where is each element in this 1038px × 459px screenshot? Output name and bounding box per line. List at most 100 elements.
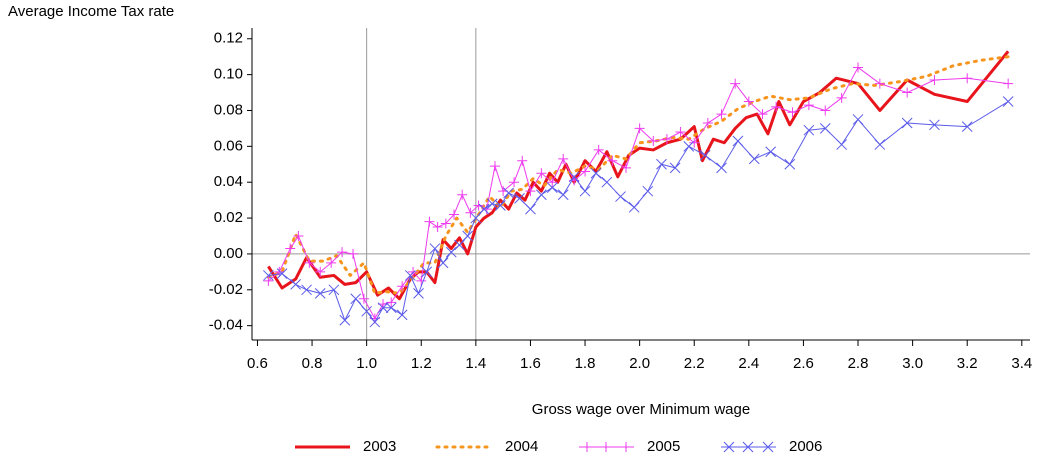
marker bbox=[748, 153, 760, 165]
y-tick-label: 0.08 bbox=[214, 101, 243, 118]
x-tick-label: 1.0 bbox=[356, 355, 377, 372]
marker bbox=[568, 171, 580, 183]
series-line bbox=[268, 66, 1009, 319]
marker bbox=[328, 284, 340, 296]
marker bbox=[432, 222, 443, 233]
series-line bbox=[268, 101, 1009, 323]
marker bbox=[557, 189, 569, 201]
marker bbox=[765, 146, 777, 158]
marker bbox=[408, 266, 419, 277]
x-tick-label: 2.0 bbox=[629, 355, 650, 372]
marker bbox=[397, 281, 408, 292]
marker bbox=[396, 309, 408, 321]
x-tick-label: 2.8 bbox=[848, 355, 869, 372]
marker bbox=[290, 279, 302, 290]
marker bbox=[601, 176, 613, 188]
marker bbox=[429, 243, 441, 254]
marker bbox=[757, 109, 768, 120]
marker bbox=[615, 191, 626, 202]
marker bbox=[836, 92, 847, 103]
marker bbox=[582, 442, 592, 452]
marker bbox=[457, 189, 468, 200]
marker bbox=[852, 114, 864, 125]
marker bbox=[669, 162, 681, 174]
marker bbox=[495, 200, 506, 211]
x-tick-label: 0.6 bbox=[247, 355, 268, 372]
marker bbox=[820, 105, 831, 116]
marker bbox=[350, 293, 362, 305]
marker bbox=[517, 155, 528, 166]
y-tick-label: -0.04 bbox=[209, 317, 243, 334]
x-tick-label: 1.4 bbox=[465, 355, 486, 372]
series-line bbox=[267, 50, 1010, 301]
marker bbox=[536, 189, 547, 201]
x-tick-label: 0.8 bbox=[302, 355, 323, 372]
marker bbox=[590, 167, 602, 179]
marker bbox=[404, 270, 416, 281]
x-tick-label: 2.6 bbox=[793, 355, 814, 372]
x-tick-label: 3.0 bbox=[902, 355, 923, 372]
marker bbox=[454, 239, 465, 251]
x-tick-label: 1.6 bbox=[520, 355, 541, 372]
marker bbox=[836, 139, 847, 150]
marker bbox=[962, 73, 973, 84]
marker bbox=[547, 177, 558, 188]
marker bbox=[661, 134, 672, 145]
marker bbox=[473, 200, 484, 211]
marker bbox=[339, 314, 351, 326]
marker bbox=[787, 107, 798, 118]
marker bbox=[819, 123, 831, 134]
legend-label: 2005 bbox=[647, 438, 680, 455]
marker bbox=[314, 288, 326, 299]
marker bbox=[601, 442, 611, 452]
x-tick-label: 1.8 bbox=[575, 355, 596, 372]
marker bbox=[784, 158, 796, 170]
marker bbox=[716, 109, 727, 120]
marker bbox=[743, 96, 754, 107]
marker bbox=[730, 78, 741, 89]
marker bbox=[771, 101, 782, 112]
marker bbox=[874, 78, 885, 89]
marker bbox=[803, 124, 815, 136]
marker bbox=[489, 161, 500, 172]
y-tick-label: 0.06 bbox=[214, 137, 243, 154]
marker bbox=[929, 75, 940, 85]
marker bbox=[902, 87, 913, 98]
marker bbox=[683, 140, 695, 152]
marker bbox=[593, 144, 604, 155]
marker bbox=[723, 441, 735, 453]
marker bbox=[424, 216, 435, 227]
marker bbox=[716, 162, 727, 174]
marker bbox=[337, 247, 348, 258]
x-tick-label: 2.4 bbox=[738, 355, 759, 372]
marker bbox=[326, 257, 337, 268]
marker bbox=[1002, 96, 1014, 107]
marker bbox=[648, 135, 659, 146]
marker bbox=[263, 275, 274, 286]
marker bbox=[465, 207, 476, 218]
marker bbox=[276, 268, 288, 280]
marker bbox=[369, 316, 381, 328]
marker bbox=[628, 201, 640, 213]
marker bbox=[621, 442, 631, 452]
marker bbox=[901, 117, 913, 129]
y-tick-label: 0.00 bbox=[214, 245, 243, 262]
marker bbox=[525, 203, 536, 215]
marker bbox=[675, 127, 686, 137]
x-tick-label: 2.2 bbox=[684, 355, 705, 372]
marker bbox=[348, 248, 359, 259]
marker bbox=[579, 185, 591, 197]
marker bbox=[961, 121, 973, 132]
marker bbox=[929, 119, 940, 131]
marker bbox=[263, 270, 274, 281]
marker bbox=[358, 293, 369, 304]
marker bbox=[478, 203, 490, 215]
marker bbox=[315, 266, 326, 277]
marker bbox=[416, 275, 427, 286]
y-tick-label: 0.12 bbox=[214, 30, 243, 47]
marker bbox=[377, 302, 389, 314]
marker bbox=[558, 153, 569, 164]
marker bbox=[470, 212, 482, 224]
marker bbox=[1003, 78, 1014, 89]
